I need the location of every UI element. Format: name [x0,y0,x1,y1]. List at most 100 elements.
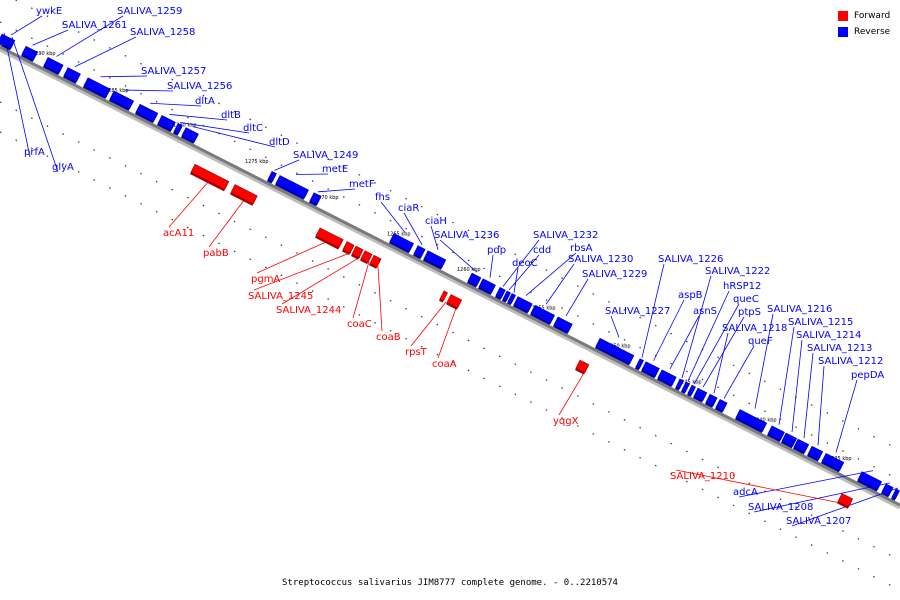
label-leader-line [558,370,586,416]
gene-label-saliva-1216: SALIVA_1216 [767,304,832,315]
gene-pdp [478,278,496,295]
label-leader-line [410,301,447,347]
gene-saliva-1257 [83,77,111,99]
gene-label-aca11: acA11 [163,228,194,239]
label-leader-line [693,303,740,385]
label-leader-line [641,263,665,358]
label-leader-line [192,126,276,148]
label-leader-line [380,201,406,233]
gene-label-dltd: dltD [269,137,290,148]
gene-label-ywke: ywkE [36,6,62,17]
scale-tick-label: 1250 kbp [607,343,631,349]
label-leader-line [502,239,540,287]
label-leader-line [208,195,248,248]
gene-label-pepda: pepDA [851,370,884,381]
gene-label-saliva-1259: SALIVA_1259 [117,6,182,17]
gene-pepda [821,452,845,473]
gene-saliva-1216 [735,409,768,433]
gene-saliva-1256 [109,90,135,111]
label-leader-line [723,345,755,399]
label-leader-line [274,159,300,171]
gene-label-saliva-1257: SALIVA_1257 [141,66,206,77]
gene-dltd [181,127,199,144]
gene-label-cdd: cdd [533,245,551,256]
genome-backbone [0,45,900,510]
gene-label-saliva-1208: SALIVA_1208 [748,502,813,513]
gene-label-rpst: rpsT [405,347,428,358]
label-leader-line [430,225,439,250]
label-leader-line [56,15,124,57]
gene-label-saliva-1232: SALIVA_1232 [533,230,598,241]
guide-dotted-line [0,21,900,481]
gene-asns [657,369,677,387]
gene-adca [857,471,883,492]
gene-label-saliva-1245: SALIVA_1245 [248,291,313,302]
gene-saliva-1245 [342,241,355,256]
gene-label-saliva-1258: SALIVA_1258 [130,27,195,38]
label-leader-line [10,15,43,36]
label-leader-line [169,114,228,121]
gene-saliva-1259 [43,57,64,75]
gene-saliva-1230 [530,304,556,326]
gene-saliva-1208 [881,483,894,498]
legend-swatch-reverse [838,27,848,37]
gene-saliva-1249 [267,171,277,184]
scale-tick-label: 1270 kbp [315,195,339,201]
gene-label-pabb: pabB [203,248,229,259]
gene-rbsa [513,296,533,314]
gene-metf [309,192,322,207]
gene-label-pgma: pgmA [251,274,280,285]
gene-label-saliva-1261: SALIVA_1261 [62,20,127,31]
gene-coac [360,250,373,265]
gene-label-ciah: ciaH [425,216,447,227]
gene-aca11 [190,163,230,192]
label-leader-line [508,254,540,291]
label-leader-line [317,188,356,193]
gene-label-coab: coaB [376,332,401,343]
label-leader-line [352,261,370,319]
gene-saliva-1227 [595,337,635,366]
gene-label-yqgx: yqgX [553,416,579,427]
label-leader-line [180,122,250,134]
label-leader-line [11,36,59,173]
label-leader-line [803,352,814,439]
label-leader-lines [3,15,899,527]
gene-label-quef: queF [748,336,773,347]
gene-mete [275,175,309,200]
label-leader-line [713,332,729,394]
gene-saliva-1207 [891,488,900,501]
gene-saliva-1236 [467,272,482,288]
gene-saliva-1212 [807,445,824,462]
gene-label-fhs: fhs [375,192,390,203]
label-leader-line [791,339,803,433]
scale-tick-label: 1245 kbp [678,380,702,386]
gene-label-saliva-1244: SALIVA_1244 [276,305,341,316]
gene-cdd [502,290,511,303]
label-leader-line [3,32,31,158]
label-leader-line [100,75,148,78]
legend-item-forward: Forward [838,8,890,24]
label-leader-line [74,36,137,67]
scale-tick-label: 1285 kbp [105,88,129,94]
gene-pabb [230,184,258,206]
gene-label-dlta: dltA [195,96,215,107]
gene-prfa [0,33,6,46]
gene-ptps [693,387,708,403]
scale-tick-label: 1260 kbp [457,267,481,273]
label-leader-line [525,252,577,296]
gene-label-saliva-1222: SALIVA_1222 [705,266,770,277]
label-leader-line [610,315,620,338]
label-leader-line [437,305,458,359]
legend-label-reverse: Reverse [854,27,891,37]
gene-label-ptps: ptpS [738,307,761,318]
gene-fhs [389,233,415,254]
gene-yqgx [575,359,590,375]
guide-dotted-line [14,0,900,451]
gene-saliva-1215 [767,425,785,443]
backbone-line [0,45,900,507]
gene-label-saliva-1212: SALIVA_1212 [818,356,883,367]
gene-quef [715,398,728,413]
gene-label-saliva-1230: SALIVA_1230 [568,254,633,265]
label-leader-line [835,379,858,453]
